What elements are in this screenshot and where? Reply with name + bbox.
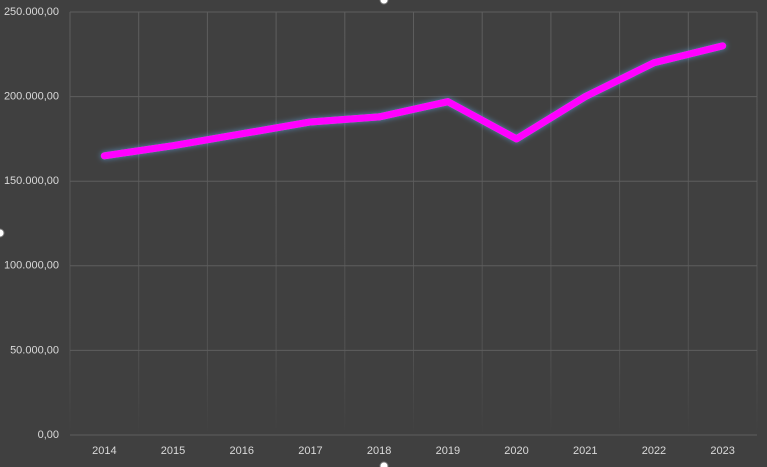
y-tick-label: 150.000,00 xyxy=(4,175,59,187)
vertical-grid-line xyxy=(344,12,346,435)
vertical-grid-line xyxy=(275,12,277,435)
vertical-grid-line xyxy=(138,12,140,435)
handle xyxy=(0,228,5,238)
x-tick-label: 2021 xyxy=(573,445,597,457)
y-tick-label: 50.000,00 xyxy=(10,344,59,356)
x-tick-label: 2015 xyxy=(161,445,185,457)
y-tick-label: 250.000,00 xyxy=(4,6,59,18)
x-tick-label: 2020 xyxy=(504,445,528,457)
y-tick-label: 100.000,00 xyxy=(4,260,59,272)
x-tick-label: 2022 xyxy=(642,445,666,457)
data-line xyxy=(100,42,727,160)
vertical-grid-line xyxy=(481,12,483,435)
vertical-grid-line xyxy=(619,12,621,435)
x-tick-label: 2019 xyxy=(436,445,460,457)
vertical-grid-line xyxy=(550,12,552,435)
vertical-grid-line xyxy=(206,12,208,435)
x-tick-label: 2014 xyxy=(92,445,116,457)
x-tick-label: 2018 xyxy=(367,445,391,457)
handle xyxy=(379,461,389,467)
y-tick-label: 0,00 xyxy=(38,429,59,441)
vertical-grid-line xyxy=(687,12,689,435)
x-tick-label: 2016 xyxy=(230,445,254,457)
vertical-grid-line xyxy=(756,12,758,435)
x-tick-label: 2017 xyxy=(298,445,322,457)
vertical-grid-line xyxy=(413,12,414,435)
x-tick-label: 2023 xyxy=(710,445,734,457)
handle xyxy=(379,0,389,5)
y-tick-label: 200.000,00 xyxy=(4,91,59,103)
vertical-grid-line xyxy=(69,12,71,435)
